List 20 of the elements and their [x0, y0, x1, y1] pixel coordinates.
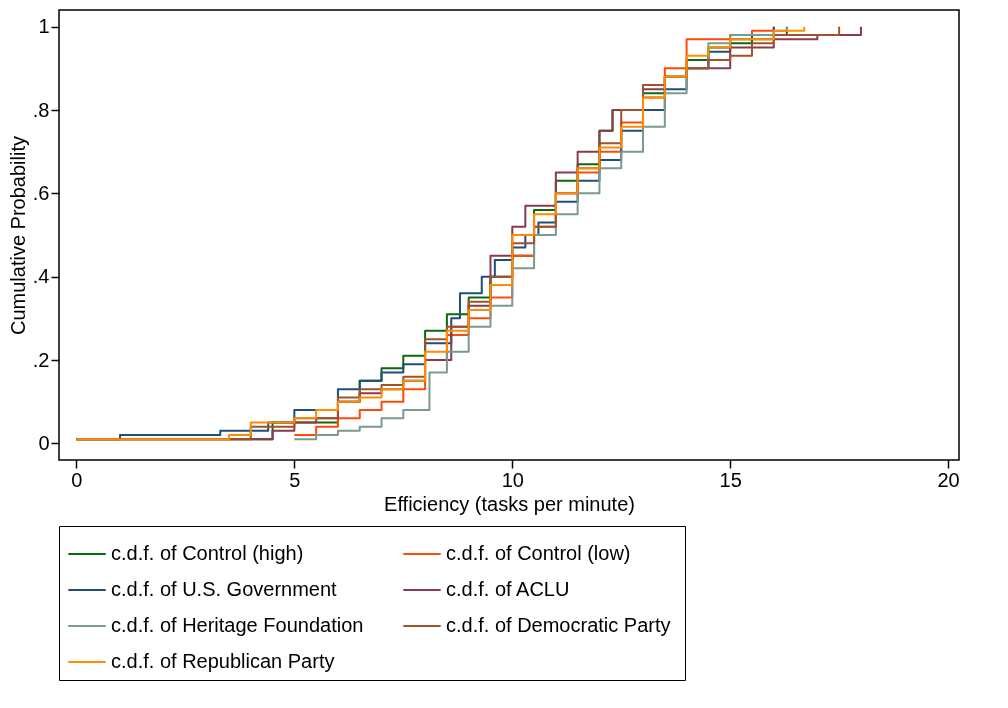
legend-label: c.d.f. of U.S. Government	[111, 578, 338, 600]
y-tick-label: .6	[32, 181, 50, 204]
legend-label: c.d.f. of Democratic Party	[446, 614, 671, 636]
legend-label: c.d.f. of Control (high)	[111, 542, 304, 564]
x-tick-label: 10	[501, 468, 524, 491]
y-tick-label: .4	[32, 265, 50, 288]
y-tick-label: .2	[32, 348, 50, 371]
legend-label: c.d.f. of Heritage Foundation	[111, 614, 364, 636]
x-tick-label: 0	[71, 468, 83, 491]
y-tick-label: 1	[38, 15, 50, 38]
y-tick-label: 0	[38, 431, 50, 454]
y-axis-title: Cumulative Probability	[6, 136, 29, 335]
x-axis-title: Efficiency (tasks per minute)	[384, 492, 635, 515]
legend-label: c.d.f. of ACLU	[446, 578, 570, 600]
legend-label: c.d.f. of Control (low)	[446, 542, 631, 564]
y-tick-label: .8	[32, 98, 50, 121]
x-tick-label: 20	[937, 468, 960, 491]
legend-label: c.d.f. of Republican Party	[111, 650, 335, 672]
x-tick-label: 15	[719, 468, 742, 491]
x-tick-label: 5	[289, 468, 301, 491]
